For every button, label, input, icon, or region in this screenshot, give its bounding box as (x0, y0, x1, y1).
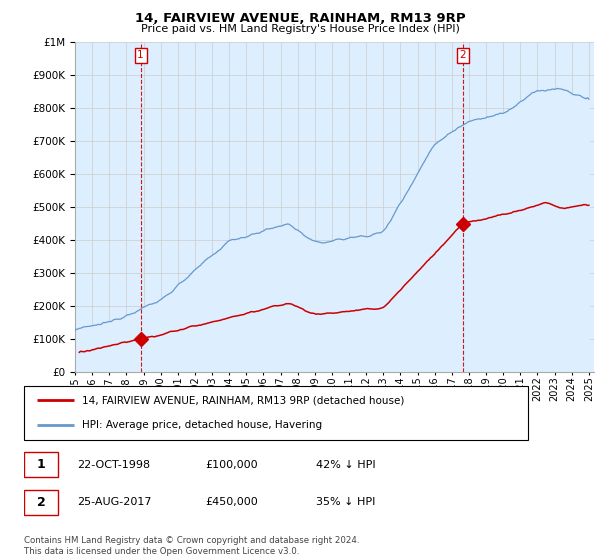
Text: 22-OCT-1998: 22-OCT-1998 (77, 460, 150, 470)
FancyBboxPatch shape (24, 490, 58, 515)
Text: 2: 2 (37, 496, 46, 509)
Text: Price paid vs. HM Land Registry's House Price Index (HPI): Price paid vs. HM Land Registry's House … (140, 24, 460, 34)
FancyBboxPatch shape (24, 452, 58, 477)
FancyBboxPatch shape (24, 386, 528, 440)
Text: Contains HM Land Registry data © Crown copyright and database right 2024.
This d: Contains HM Land Registry data © Crown c… (24, 536, 359, 556)
Text: 14, FAIRVIEW AVENUE, RAINHAM, RM13 9RP (detached house): 14, FAIRVIEW AVENUE, RAINHAM, RM13 9RP (… (82, 395, 404, 405)
Text: £450,000: £450,000 (205, 497, 258, 507)
Text: 1: 1 (137, 50, 144, 60)
Text: 14, FAIRVIEW AVENUE, RAINHAM, RM13 9RP: 14, FAIRVIEW AVENUE, RAINHAM, RM13 9RP (134, 12, 466, 25)
Text: 35% ↓ HPI: 35% ↓ HPI (316, 497, 376, 507)
Text: HPI: Average price, detached house, Havering: HPI: Average price, detached house, Have… (82, 420, 322, 430)
Text: 2: 2 (460, 50, 466, 60)
Text: 25-AUG-2017: 25-AUG-2017 (77, 497, 151, 507)
Text: 1: 1 (37, 458, 46, 471)
Text: 42% ↓ HPI: 42% ↓ HPI (316, 460, 376, 470)
Text: £100,000: £100,000 (205, 460, 258, 470)
